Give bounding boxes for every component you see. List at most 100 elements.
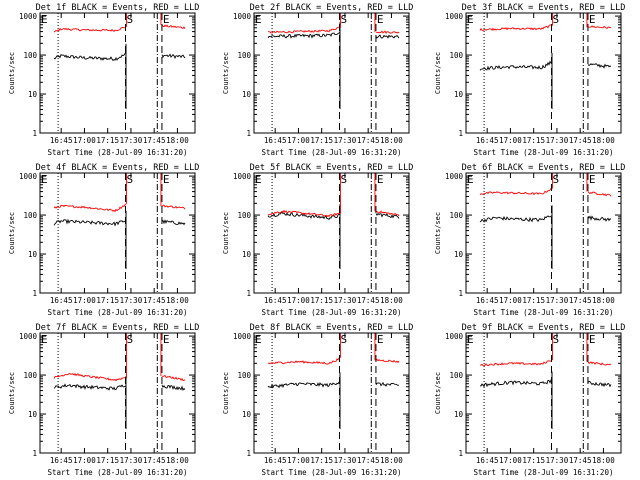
panel-title: Det 3f BLACK = Events, RED = LLD xyxy=(462,3,626,13)
series-line xyxy=(479,379,553,388)
x-tick-label: 17:00 xyxy=(287,136,310,145)
y-tick-label: 1000 xyxy=(233,12,252,21)
left-marker-label: E xyxy=(255,173,262,186)
series-line xyxy=(161,219,186,226)
x-tick-label: 17:15 xyxy=(310,136,333,145)
start-marker-label: S xyxy=(127,173,134,186)
series-line xyxy=(375,30,400,34)
y-tick-label: 1000 xyxy=(19,12,38,21)
series-line xyxy=(587,380,612,388)
start-marker-label: S xyxy=(341,333,348,346)
y-tick-label: 100 xyxy=(449,51,463,60)
x-tick-label: 17:45 xyxy=(569,456,592,465)
x-tick-label: 17:15 xyxy=(522,296,545,305)
y-tick-label: 1000 xyxy=(233,332,252,341)
detector-panel: Det 2f BLACK = Events, RED = LLD Counts/s… xyxy=(222,3,413,157)
start-marker-label: S xyxy=(553,13,560,26)
x-axis-label: Start Time (28-Jul-09 16:31:20) xyxy=(474,308,614,317)
end-marker-label: E xyxy=(377,333,384,346)
left-marker-label: E xyxy=(41,333,48,346)
x-tick-label: 17:00 xyxy=(73,136,96,145)
x-tick-label: 17:30 xyxy=(546,136,569,145)
y-axis-label: Counts/sec xyxy=(434,52,442,94)
x-tick-label: 17:15 xyxy=(522,136,545,145)
y-tick-label: 10 xyxy=(28,250,38,259)
x-axis-label: Start Time (28-Jul-09 16:31:20) xyxy=(48,148,188,157)
series-line xyxy=(267,381,341,389)
left-marker-label: E xyxy=(467,173,474,186)
left-marker-label: E xyxy=(467,333,474,346)
y-tick-label: 100 xyxy=(449,211,463,220)
detector-panel: Det 9f BLACK = Events, RED = LLD Counts/s… xyxy=(434,323,625,477)
left-marker-label: E xyxy=(41,173,48,186)
x-tick-label: 16:45 xyxy=(50,136,73,145)
y-tick-label: 1 xyxy=(32,289,37,298)
left-marker-label: E xyxy=(467,13,474,26)
x-tick-label: 16:45 xyxy=(264,456,287,465)
x-tick-label: 17:45 xyxy=(143,456,166,465)
y-axis-label: Counts/sec xyxy=(434,212,442,254)
y-tick-label: 1000 xyxy=(445,332,464,341)
x-axis-label: Start Time (28-Jul-09 16:31:20) xyxy=(262,148,402,157)
x-tick-label: 17:15 xyxy=(522,456,545,465)
y-axis-label: Counts/sec xyxy=(434,372,442,414)
detector-panel: Det 7f BLACK = Events, RED = LLD Counts/s… xyxy=(8,323,199,477)
series-line xyxy=(375,381,400,387)
x-tick-label: 17:15 xyxy=(96,296,119,305)
series-line xyxy=(479,214,553,223)
x-tick-label: 17:30 xyxy=(120,136,143,145)
panel-title: Det 4f BLACK = Events, RED = LLD xyxy=(36,163,200,173)
x-axis-label: Start Time (28-Jul-09 16:31:20) xyxy=(48,468,188,477)
y-tick-label: 10 xyxy=(28,90,38,99)
y-tick-label: 1 xyxy=(246,289,251,298)
x-tick-label: 17:15 xyxy=(310,296,333,305)
series-line xyxy=(267,26,341,34)
y-tick-label: 1000 xyxy=(19,332,38,341)
y-tick-label: 10 xyxy=(454,410,464,419)
x-tick-label: 17:00 xyxy=(73,296,96,305)
y-axis-label: Counts/sec xyxy=(222,212,230,254)
series-line xyxy=(479,60,552,71)
plot-frame xyxy=(465,172,622,294)
end-marker-label: E xyxy=(163,173,170,186)
y-tick-label: 1000 xyxy=(233,172,252,181)
x-tick-label: 18:00 xyxy=(166,456,189,465)
y-tick-label: 1000 xyxy=(445,12,464,21)
y-tick-label: 10 xyxy=(242,90,252,99)
y-axis-label: Counts/sec xyxy=(222,372,230,414)
left-marker-label: E xyxy=(255,333,262,346)
panel-title: Det 8f BLACK = Events, RED = LLD xyxy=(250,323,414,333)
y-tick-label: 100 xyxy=(23,211,37,220)
x-tick-label: 17:30 xyxy=(334,296,357,305)
series-line xyxy=(375,210,400,217)
y-axis-label: Counts/sec xyxy=(8,372,16,414)
end-marker-label: E xyxy=(589,13,596,26)
x-tick-label: 17:15 xyxy=(96,136,119,145)
series-line xyxy=(375,358,400,364)
y-tick-label: 10 xyxy=(242,410,252,419)
series-line xyxy=(587,215,612,222)
x-tick-label: 16:45 xyxy=(50,456,73,465)
y-axis-label: Counts/sec xyxy=(222,52,230,94)
end-marker-label: E xyxy=(163,333,170,346)
series-line xyxy=(53,383,127,391)
x-tick-label: 17:00 xyxy=(287,456,310,465)
plot-frame xyxy=(465,12,622,134)
panel-title: Det 1f BLACK = Events, RED = LLD xyxy=(36,3,200,13)
x-tick-label: 17:45 xyxy=(143,296,166,305)
x-tick-label: 17:00 xyxy=(287,296,310,305)
x-tick-label: 17:30 xyxy=(546,296,569,305)
x-tick-label: 18:00 xyxy=(380,136,403,145)
y-tick-label: 10 xyxy=(28,410,38,419)
x-tick-label: 17:30 xyxy=(120,456,143,465)
plot-frame xyxy=(253,12,410,134)
series-line xyxy=(479,24,553,31)
plot-frame xyxy=(253,172,410,294)
panel-title: Det 9f BLACK = Events, RED = LLD xyxy=(462,323,626,333)
detector-panel: Det 4f BLACK = Events, RED = LLD Counts/s… xyxy=(8,163,199,317)
end-marker-label: E xyxy=(163,13,170,26)
x-tick-label: 17:30 xyxy=(334,136,357,145)
y-tick-label: 1 xyxy=(246,129,251,138)
end-marker-label: E xyxy=(377,173,384,186)
